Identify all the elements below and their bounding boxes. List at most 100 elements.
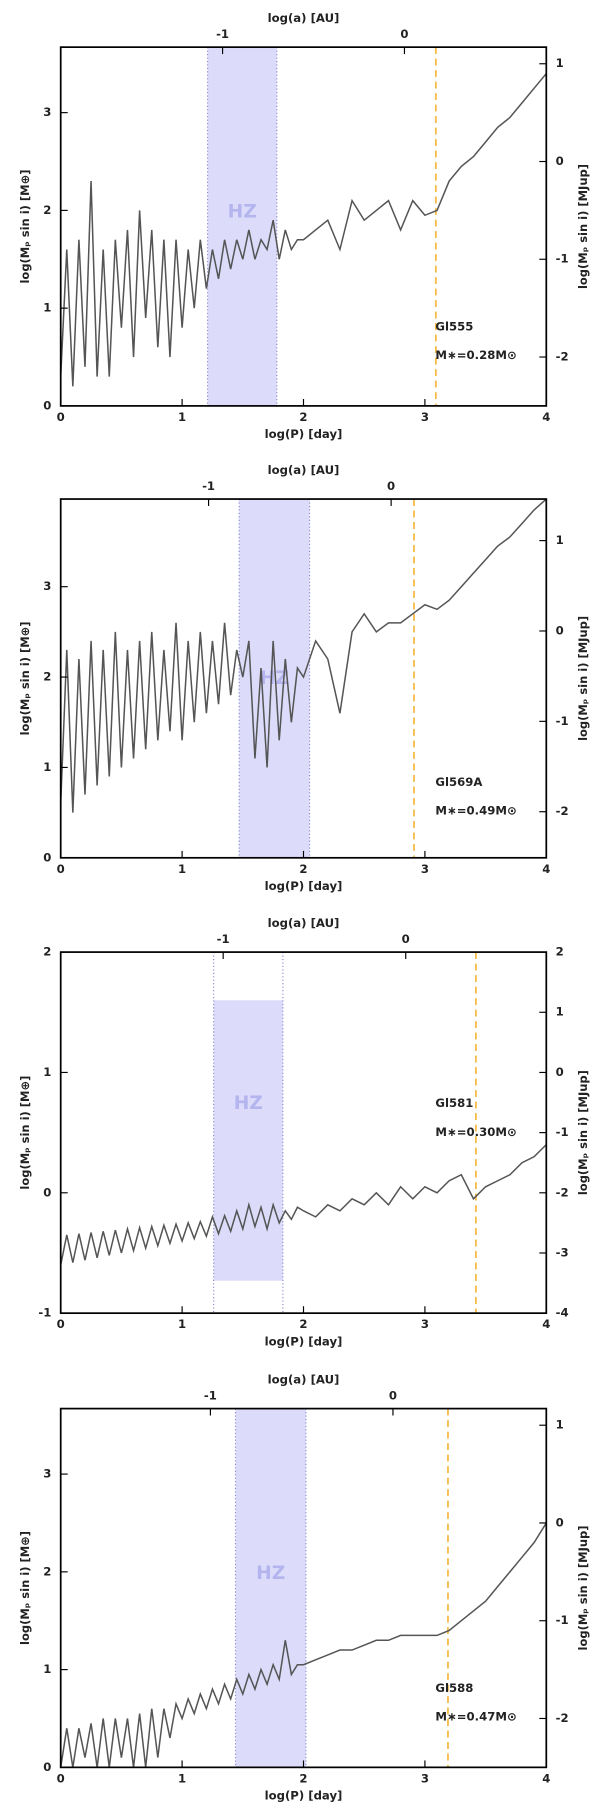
x-axis-label: log(P) [day]: [265, 879, 343, 893]
y-axis-label: log(Mₚ sin i) [M⊕]: [18, 1076, 32, 1190]
annotation: Gl569A: [435, 775, 482, 789]
y2-tick-label: 0: [556, 1516, 564, 1530]
x-tick-label: 3: [421, 862, 429, 876]
y-axis-label: log(Mₚ sin i) [M⊕]: [18, 170, 32, 284]
y2-tick-label: 1: [556, 1418, 564, 1432]
hz-label: HZ: [234, 1093, 263, 1114]
y2-axis-label: log(Mₚ sin i) [MJup]: [576, 616, 590, 741]
hz-label: HZ: [260, 668, 289, 689]
x-axis-label: log(P) [day]: [265, 1789, 343, 1803]
y2-axis-label: log(Mₚ sin i) [MJup]: [576, 164, 590, 289]
y-tick-label: 1: [43, 301, 51, 315]
x-axis-label: log(P) [day]: [265, 1334, 343, 1348]
y2-tick-label: -1: [556, 714, 569, 728]
y2-tick-label: -2: [556, 1185, 569, 1199]
x2-tick-label: 0: [387, 479, 395, 493]
x-tick-label: 0: [57, 1771, 65, 1785]
y2-axis-label: log(Mₚ sin i) [MJup]: [576, 1525, 590, 1650]
x-tick-label: 2: [299, 1771, 307, 1785]
y-tick-label: 3: [43, 1467, 51, 1481]
y2-tick-label: 0: [556, 624, 564, 638]
y2-tick-label: -1: [556, 1125, 569, 1139]
x-tick-label: 2: [299, 862, 307, 876]
y-axis-label: log(Mₚ sin i) [M⊕]: [18, 1531, 32, 1645]
data-line: [59, 73, 547, 387]
y2-tick-label: -3: [556, 1246, 569, 1260]
x-tick-label: 3: [421, 410, 429, 424]
hz-band: [207, 47, 277, 406]
x-tick-label: 1: [178, 862, 186, 876]
x-tick-label: 0: [57, 862, 65, 876]
y-tick-label: 2: [43, 670, 51, 684]
annotation: M∗=0.28M⊙: [435, 348, 516, 362]
y2-tick-label: 0: [556, 1065, 564, 1079]
x2-axis-label: log(a) [AU]: [268, 1372, 340, 1386]
x-tick-label: 4: [542, 862, 550, 876]
y-tick-label: 3: [43, 105, 51, 119]
y-tick-label: 1: [43, 760, 51, 774]
y-tick-label: 0: [43, 1760, 51, 1774]
y2-tick-label: 1: [556, 533, 564, 547]
y-axis-label: log(Mₚ sin i) [M⊕]: [18, 621, 32, 735]
y2-tick-label: 0: [556, 154, 564, 168]
x2-axis-label: log(a) [AU]: [268, 916, 340, 930]
y-tick-label: 2: [43, 203, 51, 217]
annotation: M∗=0.49M⊙: [435, 804, 516, 818]
y2-tick-label: -2: [556, 350, 569, 364]
x-tick-label: 2: [299, 1317, 307, 1331]
x-tick-label: 4: [542, 1317, 550, 1331]
data-line: [59, 498, 547, 813]
hz-band: [213, 1000, 283, 1281]
y-tick-label: 1: [43, 1662, 51, 1676]
y2-tick-label: -2: [556, 804, 569, 818]
x2-tick-label: -1: [217, 932, 230, 946]
x-tick-label: 3: [421, 1771, 429, 1785]
y-tick-label: 1: [43, 1065, 51, 1079]
x2-axis-label: log(a) [AU]: [268, 11, 340, 25]
annotation: Gl588: [435, 1681, 473, 1695]
y-tick-label: 2: [43, 945, 51, 959]
data-line: [59, 1522, 547, 1768]
y-tick-label: 0: [43, 398, 51, 412]
y2-tick-label: 1: [556, 1005, 564, 1019]
x2-tick-label: -1: [204, 1389, 217, 1403]
x-tick-label: 1: [178, 1771, 186, 1785]
y-tick-label: 0: [43, 1185, 51, 1199]
annotation: Gl555: [435, 320, 473, 334]
x2-tick-label: 0: [389, 1389, 397, 1403]
y-tick-label: -1: [38, 1306, 51, 1320]
x2-axis-label: log(a) [AU]: [268, 463, 340, 477]
hz-label: HZ: [256, 1563, 285, 1584]
y2-tick-label: 1: [556, 56, 564, 70]
y-tick-label: 2: [43, 1564, 51, 1578]
x2-tick-label: 0: [400, 27, 408, 41]
data-line: [59, 1144, 547, 1266]
x-tick-label: 3: [421, 1317, 429, 1331]
x-tick-label: 1: [178, 1317, 186, 1331]
y2-tick-label: -1: [556, 252, 569, 266]
x2-tick-label: -1: [202, 479, 215, 493]
annotation: M∗=0.30M⊙: [435, 1125, 516, 1139]
annotation: M∗=0.47M⊙: [435, 1710, 516, 1724]
x-tick-label: 4: [542, 1771, 550, 1785]
y2-tick-label: 2: [556, 945, 564, 959]
x-tick-label: 4: [542, 410, 550, 424]
x-tick-label: 1: [178, 410, 186, 424]
y-tick-label: 3: [43, 579, 51, 593]
x-tick-label: 0: [57, 410, 65, 424]
y2-axis-label: log(Mₚ sin i) [MJup]: [576, 1070, 590, 1195]
y-tick-label: 0: [43, 850, 51, 864]
annotation: Gl581: [435, 1096, 473, 1110]
hz-label: HZ: [228, 202, 257, 223]
hz-band: [235, 1408, 306, 1768]
x-tick-label: 0: [57, 1317, 65, 1331]
x-axis-label: log(P) [day]: [265, 427, 343, 441]
y2-tick-label: -2: [556, 1711, 569, 1725]
y2-tick-label: -1: [556, 1613, 569, 1627]
x-tick-label: 2: [299, 410, 307, 424]
x2-tick-label: 0: [402, 932, 410, 946]
y2-tick-label: -4: [556, 1306, 569, 1320]
x2-tick-label: -1: [216, 27, 229, 41]
